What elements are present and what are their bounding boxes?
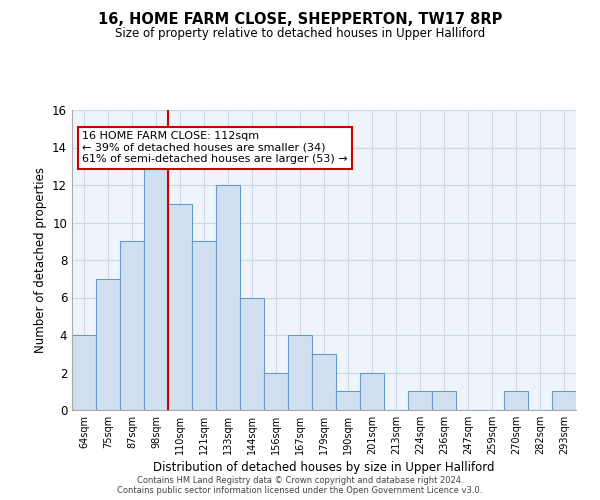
Bar bbox=[432, 391, 456, 410]
Bar bbox=[240, 298, 264, 410]
Bar bbox=[192, 242, 216, 410]
Bar bbox=[552, 391, 576, 410]
Text: 16, HOME FARM CLOSE, SHEPPERTON, TW17 8RP: 16, HOME FARM CLOSE, SHEPPERTON, TW17 8R… bbox=[98, 12, 502, 28]
Bar bbox=[288, 335, 312, 410]
Text: Size of property relative to detached houses in Upper Halliford: Size of property relative to detached ho… bbox=[115, 28, 485, 40]
Bar bbox=[168, 204, 192, 410]
Bar bbox=[72, 335, 96, 410]
Bar bbox=[120, 242, 144, 410]
Bar bbox=[360, 372, 384, 410]
Bar bbox=[144, 166, 168, 410]
Y-axis label: Number of detached properties: Number of detached properties bbox=[34, 167, 47, 353]
Bar bbox=[336, 391, 360, 410]
Bar bbox=[408, 391, 432, 410]
Bar bbox=[312, 354, 336, 410]
Bar bbox=[216, 185, 240, 410]
Text: Distribution of detached houses by size in Upper Halliford: Distribution of detached houses by size … bbox=[153, 461, 495, 474]
Text: Contains HM Land Registry data © Crown copyright and database right 2024.
Contai: Contains HM Land Registry data © Crown c… bbox=[118, 476, 482, 495]
Bar bbox=[96, 279, 120, 410]
Bar bbox=[264, 372, 288, 410]
Bar bbox=[504, 391, 528, 410]
Text: 16 HOME FARM CLOSE: 112sqm
← 39% of detached houses are smaller (34)
61% of semi: 16 HOME FARM CLOSE: 112sqm ← 39% of deta… bbox=[82, 131, 348, 164]
